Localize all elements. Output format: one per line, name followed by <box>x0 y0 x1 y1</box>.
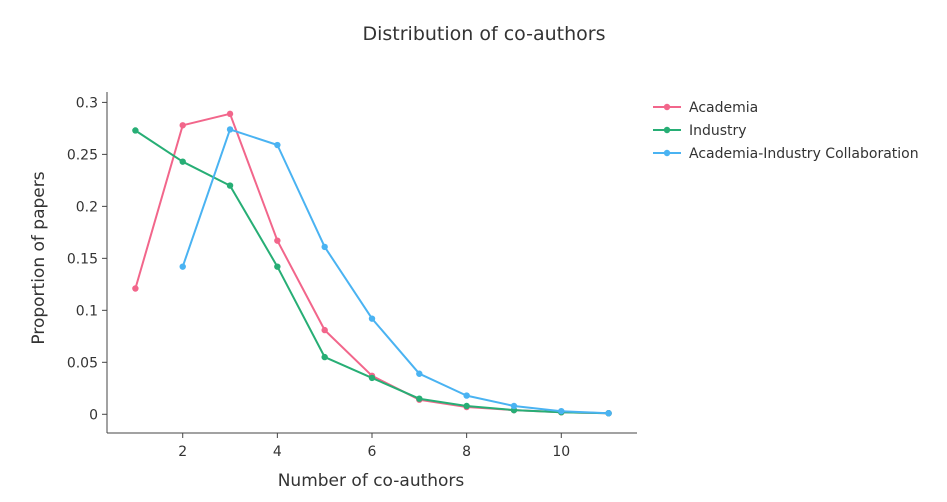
data-point[interactable] <box>368 374 376 382</box>
y-tick-label: 0.15 <box>67 251 98 267</box>
data-point[interactable] <box>179 158 186 165</box>
data-point[interactable] <box>226 182 234 189</box>
data-point[interactable] <box>179 122 186 129</box>
legend-item[interactable]: Academia-Industry Collaboration <box>653 146 919 162</box>
chart-title: Distribution of co-authors <box>362 23 605 45</box>
data-point[interactable] <box>132 127 139 134</box>
legend-item[interactable]: Academia <box>653 100 758 116</box>
data-point[interactable] <box>226 110 234 118</box>
data-point[interactable] <box>274 237 281 244</box>
x-tick-label: 8 <box>462 444 471 460</box>
legend-label: Academia <box>689 100 758 116</box>
data-point[interactable] <box>226 126 234 133</box>
legend: Academia Industry Academia-Industry Collab… <box>653 100 919 162</box>
y-tick-label: 0 <box>89 407 98 423</box>
y-axis-title: Proportion of papers <box>29 171 49 344</box>
x-axis-ticks: 2 4 6 8 10 <box>178 433 570 460</box>
data-point[interactable] <box>558 407 565 415</box>
data-point[interactable] <box>132 285 139 292</box>
y-tick-label: 0.1 <box>76 303 98 319</box>
x-tick-label: 10 <box>552 444 570 460</box>
data-point[interactable] <box>274 141 281 149</box>
series-line-industry <box>134 129 609 415</box>
legend-item[interactable]: Industry <box>653 123 747 139</box>
y-axis-ticks: 0 0.05 0.1 0.15 0.2 0.25 0.3 <box>67 95 107 423</box>
series-line-academia-industry-collaboration <box>181 128 609 415</box>
series-layer <box>132 110 612 417</box>
series-academia <box>132 110 612 417</box>
series-academia-industry-collaboration <box>179 126 612 417</box>
x-tick-label: 4 <box>273 444 282 460</box>
legend-swatch-marker <box>663 103 671 111</box>
data-point[interactable] <box>510 402 518 410</box>
data-point[interactable] <box>416 395 423 402</box>
axes <box>106 92 637 434</box>
x-tick-label: 2 <box>178 444 187 460</box>
data-point[interactable] <box>321 243 328 251</box>
data-point[interactable] <box>368 315 376 322</box>
legend-swatch-marker <box>663 149 671 157</box>
legend-swatch-marker <box>663 126 671 134</box>
series-line-academia <box>134 112 609 415</box>
data-point[interactable] <box>463 402 470 410</box>
y-tick-label: 0.25 <box>67 147 98 163</box>
data-point[interactable] <box>274 263 281 270</box>
y-tick-label: 0.2 <box>76 199 98 215</box>
data-point[interactable] <box>321 326 328 334</box>
legend-label: Industry <box>689 123 747 139</box>
legend-label: Academia-Industry Collaboration <box>689 146 919 162</box>
y-tick-label: 0.3 <box>76 95 98 111</box>
data-point[interactable] <box>321 353 328 361</box>
data-point[interactable] <box>179 263 186 270</box>
data-point[interactable] <box>416 370 423 377</box>
data-point[interactable] <box>605 410 612 417</box>
x-tick-label: 6 <box>368 444 377 460</box>
x-axis-title: Number of co-authors <box>278 471 465 491</box>
y-tick-label: 0.05 <box>67 355 98 371</box>
data-point[interactable] <box>463 392 470 399</box>
